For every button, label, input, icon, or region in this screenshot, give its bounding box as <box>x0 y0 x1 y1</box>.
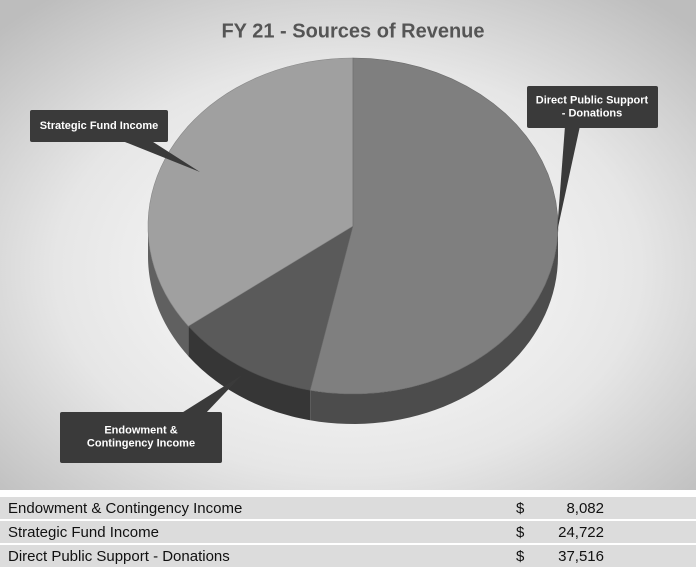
table-cell: $ <box>516 548 525 565</box>
callout-pointer <box>557 126 580 232</box>
table-cell: $ <box>516 500 525 517</box>
slice-side <box>310 226 558 424</box>
pie <box>147 57 559 424</box>
slice-label: Endowment & Contingency Income <box>87 424 195 449</box>
callout-box <box>527 86 658 128</box>
table-cell: $ <box>516 524 525 541</box>
table-cell: 37,516 <box>558 548 604 565</box>
table-cell: Endowment & Contingency Income <box>8 500 243 517</box>
table-cell: Direct Public Support - Donations <box>8 548 230 565</box>
slice-label: Strategic Fund Income <box>40 120 159 132</box>
chart-title: FY 21 - Sources of Revenue <box>221 20 484 42</box>
slice <box>309 57 559 395</box>
callout-pointer <box>180 375 242 414</box>
table-cell: 24,722 <box>558 524 604 541</box>
callouts: Strategic Fund Income Direct Public Supp… <box>30 86 658 463</box>
table-row: Strategic Fund Income $24,722 <box>0 521 696 543</box>
callout-pointer <box>120 140 200 172</box>
callout-box <box>30 110 168 142</box>
table-cell: Strategic Fund Income <box>8 524 159 541</box>
slice-side <box>188 326 311 421</box>
callout-box <box>60 412 222 463</box>
table-row: Direct Public Support - Donations $37,516 <box>0 545 696 567</box>
slice-side <box>148 226 189 357</box>
table-row: Endowment & Contingency Income $8,082 <box>0 497 696 519</box>
slice <box>147 57 354 327</box>
slice <box>187 225 354 391</box>
table-cell: 8,082 <box>566 500 604 517</box>
chart: FY 21 - Sources of Revenue Strategic Fun… <box>0 0 696 490</box>
slice-label: Direct Public Support - Donations <box>536 94 649 119</box>
